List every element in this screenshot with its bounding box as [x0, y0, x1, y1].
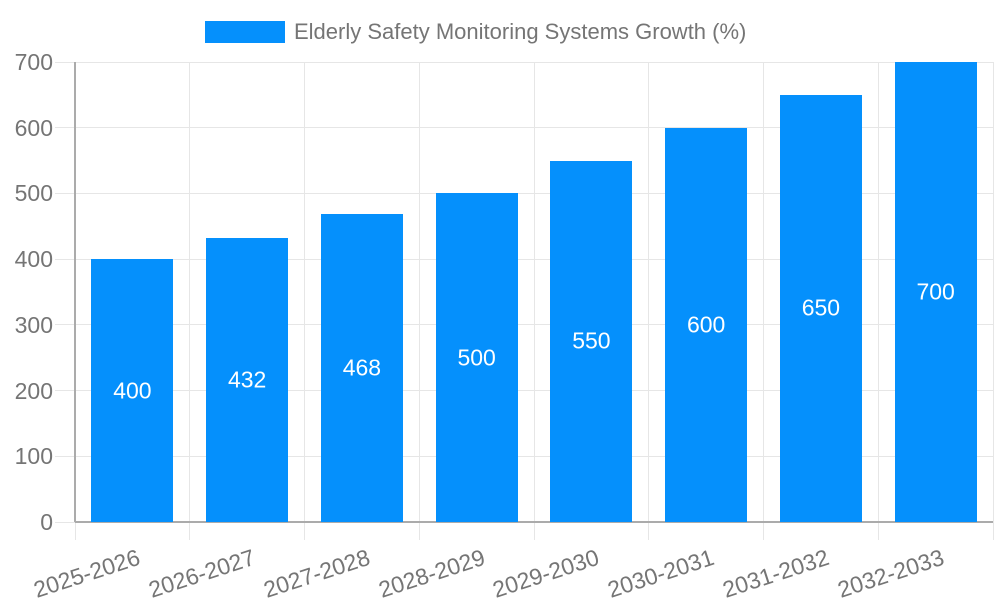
- bar-value-label: 650: [801, 294, 841, 321]
- y-axis-tick-label: 400: [14, 246, 53, 273]
- bar-value-label: 550: [572, 327, 611, 354]
- bar: [665, 127, 748, 522]
- x-axis-category-label: 2028-2029: [375, 544, 488, 600]
- legend: Elderly Safety Monitoring Systems Growth…: [205, 21, 746, 43]
- x-axis-tick: [648, 522, 650, 540]
- y-axis-tick: [55, 127, 75, 129]
- gridline-vertical: [648, 62, 650, 522]
- bar: [320, 214, 403, 522]
- legend-swatch: [205, 21, 285, 43]
- gridline-vertical: [763, 62, 764, 522]
- y-axis-tick: [55, 61, 75, 63]
- y-axis-tick-label: 700: [14, 49, 53, 75]
- x-axis-tick: [992, 522, 994, 540]
- y-axis-tick-label: 500: [14, 180, 53, 207]
- x-axis-tick: [304, 522, 305, 540]
- y-axis-tick: [55, 390, 75, 392]
- x-axis-category-label: 2030-2031: [604, 544, 718, 600]
- x-axis-tick: [74, 522, 76, 540]
- bar: [435, 193, 518, 522]
- y-axis-tick-label: 0: [40, 509, 53, 535]
- y-axis-line: [74, 62, 76, 522]
- x-axis-tick: [763, 522, 764, 540]
- y-axis-tick: [55, 192, 75, 194]
- bar-value-label: 700: [916, 278, 955, 305]
- y-axis-tick-label: 300: [14, 311, 53, 338]
- y-axis-tick-label: 100: [14, 443, 53, 470]
- bar-value-label: 600: [686, 311, 726, 338]
- x-axis-category-label: 2025-2026: [30, 544, 144, 600]
- gridline-vertical: [189, 62, 191, 522]
- bar-value-label: 432: [227, 366, 267, 393]
- gridline-vertical: [533, 62, 535, 522]
- x-axis-tick: [877, 522, 879, 540]
- y-axis-tick-label: 600: [14, 114, 53, 141]
- bar: [779, 94, 862, 522]
- gridline-vertical: [877, 62, 879, 522]
- x-axis-category-label: 2031-2032: [719, 544, 832, 600]
- y-axis-tick: [55, 521, 75, 523]
- bar-value-label: 400: [113, 377, 152, 404]
- x-axis-category-label: 2027-2028: [260, 544, 373, 600]
- bar: [894, 62, 977, 522]
- x-axis-category-label: 2029-2030: [489, 544, 603, 600]
- y-axis-tick: [55, 324, 75, 326]
- x-axis-category-label: 2026-2027: [145, 544, 259, 600]
- legend-label: Elderly Safety Monitoring Systems Growth…: [294, 19, 747, 44]
- gridline-vertical: [304, 62, 305, 522]
- bar: [550, 160, 633, 522]
- gridline-vertical: [992, 62, 994, 522]
- x-axis-tick: [418, 522, 420, 540]
- x-axis-category-label: 2032-2033: [834, 544, 947, 600]
- y-axis-tick: [55, 455, 75, 457]
- bar-value-label: 468: [342, 354, 382, 381]
- gridline-vertical: [418, 62, 420, 522]
- x-axis-tick: [189, 522, 191, 540]
- y-axis-tick: [55, 258, 75, 260]
- bar: [206, 238, 289, 522]
- plot-area: 0 100 200 300 400 500 600 700 400 2025-2026 432 202…: [15, 50, 994, 600]
- x-axis-tick: [533, 522, 535, 540]
- bar-value-label: 500: [457, 344, 496, 371]
- x-axis-line: [75, 521, 993, 523]
- bar: [91, 259, 174, 522]
- y-axis-tick-label: 200: [14, 377, 53, 404]
